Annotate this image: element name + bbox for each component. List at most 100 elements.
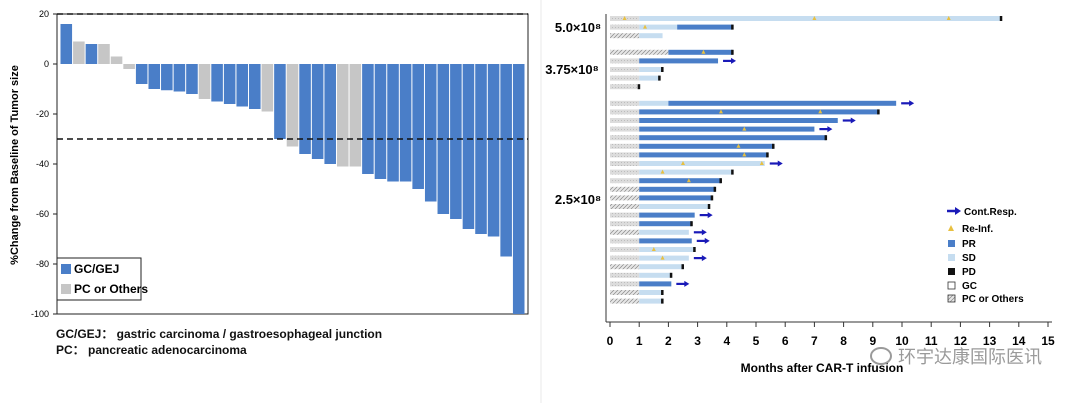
swimmer-cont-resp-arrowhead [731,57,737,64]
swimmer-segment-pc [610,264,640,270]
swimmer-segment-pc [610,298,640,304]
swimmer-pd-marker [637,84,641,90]
swimmer-segment-sd [639,24,678,30]
note-gc-gej: GC/GEJ： gastric carcinoma / gastroesopha… [56,327,383,341]
legend-label-pc-others: PC or Others [962,294,1024,305]
legend-label-cont-resp: Cont.Resp. [964,207,1017,218]
swimmer-segment-pc [610,229,640,235]
swimmer-segment-gc [610,169,640,175]
waterfall-bar [186,64,198,94]
waterfall-ytick-label: -100 [31,309,49,319]
waterfall-ytick-label: 0 [44,59,49,69]
swimmer-reinf-marker [686,178,691,183]
swimmer-segment-pr [668,49,733,55]
swimmer-plot: 0 1 2 3 4 5 6 7 8 9 10 11 12 13 14 15 5.0×10⁸ 3.75×10⁸ … [545,14,1055,375]
swimmer-segment-pr [639,118,838,123]
swimmer-reinf-marker [660,169,665,174]
legend-swatch-pc-others [61,284,71,294]
swimmer-segment-gc [610,247,640,252]
watermark: 环宇达康国际医讯 [870,343,1042,369]
waterfall-legend: GC/GEJ PC or Others [56,257,148,301]
swimmer-segment-pr [639,143,774,149]
legend-label-pr: PR [962,239,977,250]
swimmer-xlabel: Months after CAR-T infusion [741,361,904,375]
swimmer-segment-pr [639,126,815,132]
waterfall-bar [261,64,274,112]
swimmer-pd-marker [999,16,1003,21]
legend-cont-resp-arrowhead [955,207,961,215]
legend-sd-swatch [948,254,955,261]
waterfall-bar [198,64,211,99]
waterfall-bar [399,64,412,182]
waterfall-bar [98,44,110,64]
swimmer-segment-gc [610,221,640,227]
swimmer-xtick-label: 13 [983,334,997,348]
swimmer-pd-marker [669,272,673,278]
swimmer-segment-pr [639,195,713,201]
swimmer-segment-pr [639,178,721,184]
legend-label-pd: PD [962,267,976,278]
swimmer-reinf-marker [759,161,764,165]
swimmer-xtick-label: 11 [925,334,938,348]
swimmer-xtick-label: 7 [811,334,818,348]
swimmer-pd-marker [681,264,684,270]
waterfall-bar [223,64,236,104]
swimmer-reinf-marker [643,24,648,29]
swimmer-cont-resp-arrowhead [707,212,713,219]
swimmer-segment-sd [639,33,663,39]
swimmer-segment-pr [639,109,879,115]
waterfall-bar [487,64,500,237]
legend-label-sd: SD [962,253,976,264]
swimmer-pd-marker [661,67,664,72]
swimmer-segment-gc [610,143,640,149]
swimmer-segment-gc [610,178,640,184]
waterfall-ytick-label: -20 [36,109,49,119]
waterfall-bar [500,64,512,257]
swimmer-xtick-label: 9 [869,334,876,348]
swimmer-segment-gc [610,100,640,106]
swimmer-segment-gc [610,238,640,244]
legend-pd-swatch [948,268,955,275]
legend-label-reinf: Re-Inf. [962,224,993,235]
waterfall-bar [85,44,98,64]
swimmer-xtick-label: 10 [895,334,909,348]
swimmer-reinf-marker [651,247,656,251]
swimmer-xtick-label: 15 [1041,334,1055,348]
waterfall-bar [462,64,475,229]
swimmer-pd-marker [719,178,722,184]
swimmer-segment-gc [610,75,640,81]
swimmer-pd-marker [766,152,769,158]
swimmer-xtick-label: 3 [694,334,701,348]
swimmer-reinf-marker [660,255,665,260]
swimmer-segment-gc [610,281,640,287]
swimmer-pd-marker [731,49,734,55]
swimmer-cont-resp-arrowhead [684,280,690,287]
waterfall-bar [424,64,437,202]
swimmer-segment-pr [677,24,733,30]
waterfall-bar [211,64,223,102]
waterfall-bar [475,64,487,234]
swimmer-xtick-label: 4 [723,334,730,348]
waterfall-bar [249,64,261,109]
swimmer-segment-pr [639,212,695,218]
swimmer-xtick-label: 6 [782,334,789,348]
legend-pr-swatch [948,240,955,247]
swimmer-pd-marker [824,135,828,141]
waterfall-bar [387,64,399,182]
legend-gc-swatch [947,281,956,290]
swimmer-xtick-label: 1 [636,334,643,348]
swimmer-cont-resp-arrowhead [777,160,783,167]
swimmer-segment-gc [610,84,640,90]
waterfall-bar [274,64,286,139]
swimmer-cont-resp-arrowhead [701,229,707,236]
waterfall-bar [299,64,311,154]
swimmer-cont-resp-arrowhead [701,255,707,262]
waterfall-bar [349,64,362,167]
waterfall-bar [110,56,123,64]
swimmer-pd-marker [661,290,664,295]
waterfall-ylabel: %Change from Baseline of Tumor size [9,65,21,265]
abbreviation-notes: GC/GEJ： gastric carcinoma / gastroesopha… [56,326,382,358]
swimmer-pd-marker [693,247,696,252]
swimmer-reinf-marker [818,109,823,114]
